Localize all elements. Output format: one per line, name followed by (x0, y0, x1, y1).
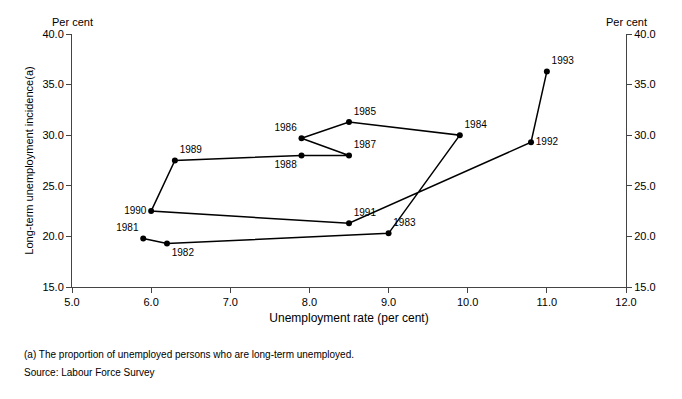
svg-text:6.0: 6.0 (143, 296, 158, 308)
svg-text:1981: 1981 (116, 222, 139, 233)
svg-text:1982: 1982 (172, 247, 195, 258)
svg-text:1993: 1993 (552, 55, 575, 66)
svg-text:Long-term unemployment inciden: Long-term unemployment incidence(a) (23, 66, 35, 254)
svg-text:20.0: 20.0 (634, 230, 655, 242)
svg-text:1985: 1985 (354, 106, 377, 117)
svg-text:35.0: 35.0 (634, 78, 655, 90)
svg-text:30.0: 30.0 (42, 129, 63, 141)
svg-text:7.0: 7.0 (223, 296, 238, 308)
svg-text:12.0: 12.0 (615, 296, 636, 308)
svg-text:25.0: 25.0 (42, 180, 63, 192)
svg-text:1986: 1986 (275, 122, 298, 133)
svg-text:40.0: 40.0 (634, 28, 655, 40)
svg-text:10.0: 10.0 (457, 296, 478, 308)
svg-text:Source: Labour Force Survey: Source: Labour Force Survey (24, 367, 155, 378)
svg-text:1988: 1988 (275, 159, 298, 170)
svg-text:Per cent: Per cent (606, 16, 647, 28)
svg-text:15.0: 15.0 (634, 281, 655, 293)
svg-text:40.0: 40.0 (42, 28, 63, 40)
svg-text:1987: 1987 (354, 139, 377, 150)
svg-text:1990: 1990 (124, 205, 147, 216)
svg-text:(a) The proportion of unemploy: (a) The proportion of unemployed persons… (24, 349, 354, 360)
svg-text:20.0: 20.0 (42, 230, 63, 242)
svg-text:1989: 1989 (180, 144, 203, 155)
svg-text:15.0: 15.0 (42, 281, 63, 293)
svg-text:1984: 1984 (465, 119, 488, 130)
svg-text:Per cent: Per cent (52, 16, 93, 28)
svg-text:30.0: 30.0 (634, 129, 655, 141)
svg-text:11.0: 11.0 (537, 296, 558, 308)
svg-text:1991: 1991 (354, 207, 377, 218)
svg-text:8.0: 8.0 (302, 296, 317, 308)
svg-text:9.0: 9.0 (381, 296, 396, 308)
svg-text:Unemployment rate (per cent): Unemployment rate (per cent) (269, 311, 428, 325)
svg-text:35.0: 35.0 (42, 78, 63, 90)
svg-text:1992: 1992 (536, 136, 559, 147)
svg-text:5.0: 5.0 (64, 296, 79, 308)
svg-text:25.0: 25.0 (634, 180, 655, 192)
svg-text:1983: 1983 (393, 217, 416, 228)
